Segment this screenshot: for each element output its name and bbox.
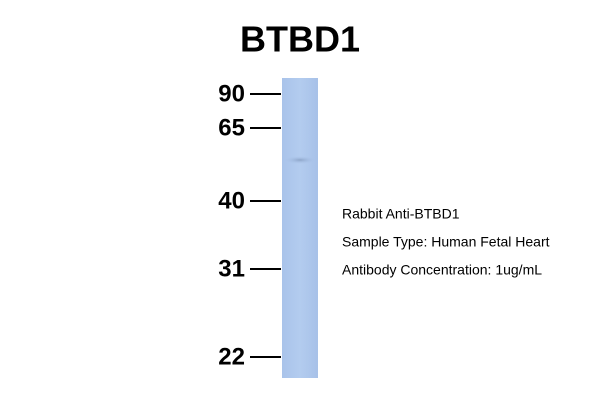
marker-label: 22 [218,343,245,370]
band [284,156,316,164]
annotation: Rabbit Anti-BTBD1 [342,206,460,222]
marker-label: 31 [218,255,245,282]
title: BTBD1 [240,19,360,60]
annotation-group: Rabbit Anti-BTBD1 Sample Type: Human Feta… [342,206,550,278]
annotation: Antibody Concentration: 1ug/mL [342,262,542,278]
annotation: Sample Type: Human Fetal Heart [342,234,550,250]
marker-group: 90 65 40 31 22 [218,80,281,370]
marker-label: 65 [218,114,245,141]
marker-label: 40 [218,187,245,214]
marker-label: 90 [218,80,245,107]
lane [282,78,318,378]
